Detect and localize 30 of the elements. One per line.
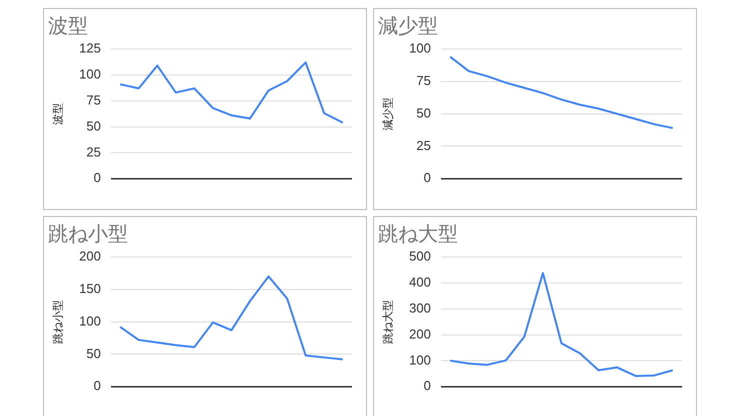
y-tick-label: 100: [409, 40, 431, 56]
y-tick-label: 75: [416, 72, 431, 88]
chart-title: 波型: [48, 16, 88, 38]
y-tick-label: 150: [79, 280, 101, 296]
y-tick-label: 0: [424, 378, 431, 394]
y-axis-title: 減少型: [382, 97, 395, 130]
y-tick-label: 50: [416, 105, 431, 120]
chart-title: 跳ね大型: [378, 224, 458, 246]
y-tick-label: 0: [94, 170, 101, 186]
y-tick-label: 75: [86, 92, 101, 108]
y-axis-title: 波型: [52, 102, 65, 125]
y-tick-label: 50: [86, 346, 101, 361]
y-tick-label: 100: [79, 313, 101, 328]
y-axis-title: 跳ね大型: [382, 300, 395, 344]
y-tick-label: 50: [86, 118, 101, 134]
y-tick-label: 25: [86, 144, 101, 160]
y-tick-label: 300: [409, 300, 431, 316]
y-tick-label: 200: [409, 326, 431, 342]
y-tick-label: 100: [409, 352, 431, 368]
y-tick-label: 0: [424, 170, 431, 186]
y-tick-label: 100: [79, 66, 101, 82]
y-tick-label: 25: [416, 138, 431, 153]
y-tick-label: 0: [94, 378, 101, 394]
y-axis-title: 跳ね小型: [52, 300, 65, 344]
y-tick-label: 400: [409, 274, 431, 290]
y-tick-label: 500: [409, 248, 431, 264]
y-tick-label: 200: [79, 248, 101, 264]
chart-title: 跳ね小型: [48, 224, 128, 246]
chart-title: 減少型: [378, 16, 438, 38]
y-tick-label: 125: [79, 40, 101, 56]
